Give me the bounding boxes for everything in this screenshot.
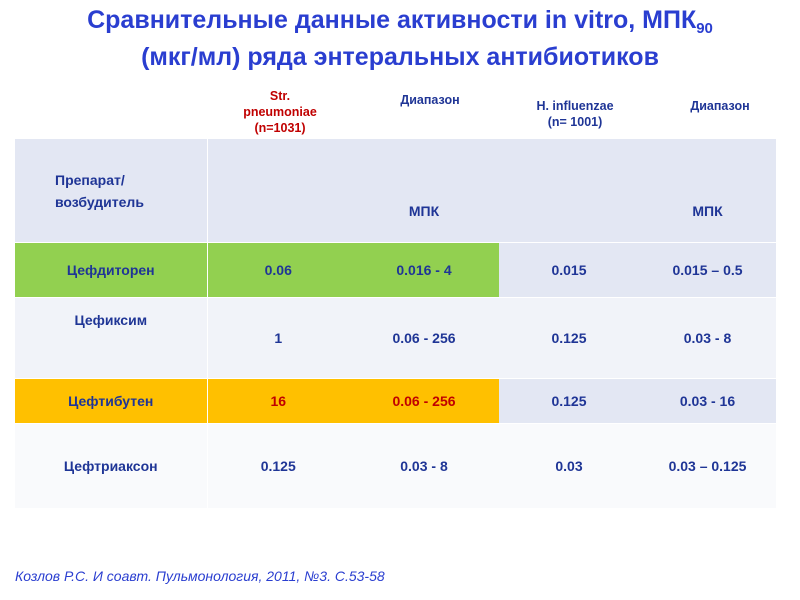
header-hinf-line2: (n= 1001) [547, 115, 603, 129]
header-empty-cell [499, 139, 639, 243]
header-range-2: Диапазон [690, 99, 750, 113]
str-mic-value: 16 [207, 378, 349, 424]
header-h-influenzae: H. influenzae (n= 1001) [505, 98, 645, 130]
str-range-value: 0.06 - 256 [349, 378, 499, 424]
h-range-value: 0.015 – 0.5 [639, 242, 776, 298]
drug-name: Цефтибутен [15, 378, 208, 424]
str-mic-value: 1 [207, 297, 349, 379]
header-range-1: Диапазон [400, 93, 460, 107]
h-mic-value: 0.125 [499, 378, 639, 424]
drug-name: Цефтриаксон [15, 423, 208, 509]
title-subscript: 90 [696, 20, 713, 37]
header-empty-cell [207, 139, 349, 243]
table-header-row: Препарат/ возбудитель МПК МПК [15, 139, 776, 243]
table-row-ceftriaxone: Цефтриаксон 0.125 0.03 - 8 0.03 0.03 – 0… [15, 423, 776, 509]
header-str-line2: pneumoniae [243, 105, 317, 119]
row-header-line1: Препарат/ [55, 171, 125, 188]
str-range-value: 0.016 - 4 [349, 242, 499, 298]
table-row-cefixime: Цефиксим 1 0.06 - 256 0.125 0.03 - 8 [15, 297, 776, 379]
table-row-ceftibuten: Цефтибутен 16 0.06 - 256 0.125 0.03 - 16 [15, 378, 776, 424]
str-range-value: 0.06 - 256 [349, 297, 499, 379]
title-line-2: (мкг/мл) ряда энтеральных антибиотиков [141, 43, 659, 71]
header-str-pneumoniae: Str. pneumoniae (n=1031) [225, 88, 335, 136]
header-hinf-line1: H. influenzae [536, 99, 614, 113]
title-line-1: Сравнительные данные активности in vitro… [87, 6, 713, 37]
str-mic-value: 0.125 [207, 423, 349, 509]
header-mpk-1: МПК [349, 139, 499, 243]
h-range-value: 0.03 - 8 [639, 297, 776, 379]
table-row-cefditoren: Цефдиторен 0.06 0.016 - 4 0.015 0.015 – … [15, 242, 776, 298]
citation-footer: Козлов Р.С. И соавт. Пульмонология, 2011… [15, 568, 385, 584]
h-mic-value: 0.03 [499, 423, 639, 509]
h-mic-value: 0.125 [499, 297, 639, 379]
mic-comparison-table: Препарат/ возбудитель МПК МПК Цефдиторен… [15, 139, 776, 509]
h-mic-value: 0.015 [499, 242, 639, 298]
drug-name: Цефдиторен [15, 242, 208, 298]
row-header-cell: Препарат/ возбудитель [15, 139, 208, 243]
h-range-value: 0.03 – 0.125 [639, 423, 776, 509]
header-str-line3: (n=1031) [254, 121, 306, 135]
str-mic-value: 0.06 [207, 242, 349, 298]
row-header-line2: возбудитель [55, 193, 144, 210]
header-mpk-2: МПК [639, 139, 776, 243]
str-range-value: 0.03 - 8 [349, 423, 499, 509]
header-str-line1: Str. [269, 89, 291, 103]
h-range-value: 0.03 - 16 [639, 378, 776, 424]
slide-title: Сравнительные данные активности in vitro… [0, 6, 800, 72]
drug-name: Цефиксим [15, 297, 208, 379]
